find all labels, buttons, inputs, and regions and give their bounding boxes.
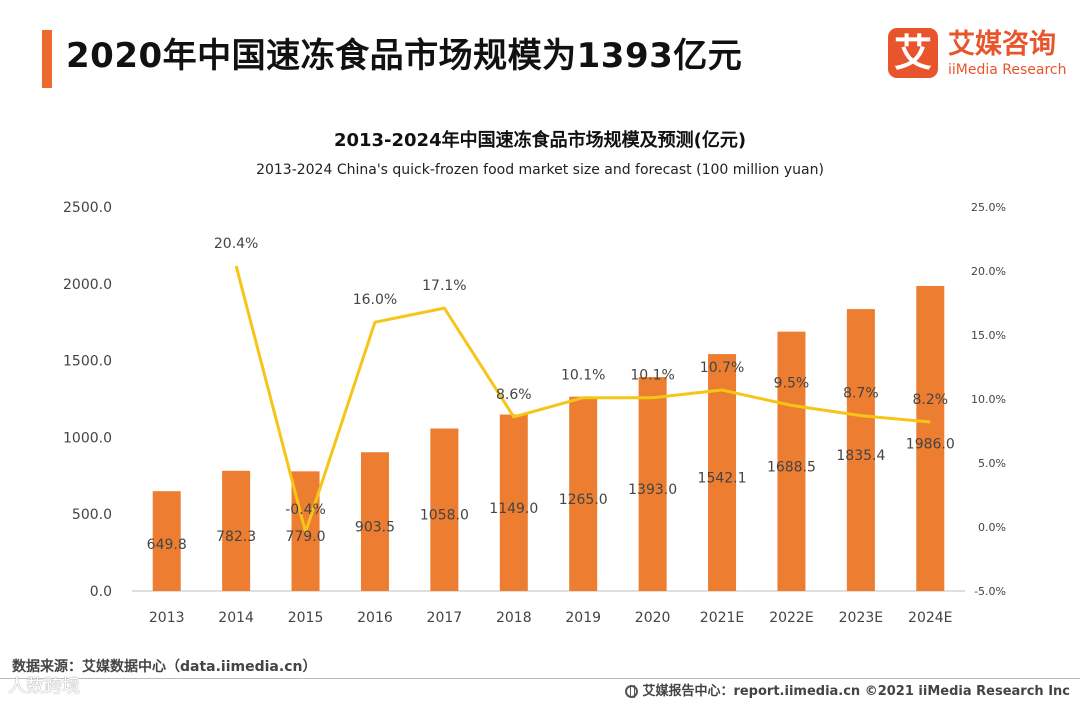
growth-rate-label: 10.1% xyxy=(561,368,605,384)
data-source: 数据来源：艾媒数据中心（data.iimedia.cn） xyxy=(12,659,317,675)
bar xyxy=(499,414,528,591)
watermark: 人数跨境 xyxy=(8,676,80,697)
y-right-tick-label: -5.0% xyxy=(974,585,1006,598)
title-accent-bar xyxy=(42,30,52,88)
growth-rate-label: -0.4% xyxy=(285,502,326,518)
growth-rate-label: 10.1% xyxy=(630,368,674,384)
footer-divider xyxy=(0,678,1080,679)
chart-subtitle: 2013-2024 China's quick-frozen food mark… xyxy=(256,162,824,178)
bar-value-label: 782.3 xyxy=(216,529,256,545)
x-tick-label: 2024E xyxy=(908,610,952,626)
bar xyxy=(777,331,806,591)
growth-rate-label: 9.5% xyxy=(774,375,810,391)
bar-value-label: 1986.0 xyxy=(906,436,955,452)
bar-value-label: 779.0 xyxy=(285,529,325,545)
bar-value-label: 1835.4 xyxy=(836,448,885,464)
x-tick-label: 2023E xyxy=(839,610,883,626)
x-tick-label: 2013 xyxy=(149,610,185,626)
y-right-tick-label: 0.0% xyxy=(978,521,1006,534)
x-tick-label: 2019 xyxy=(565,610,601,626)
y-left-tick-label: 1000.0 xyxy=(63,430,112,446)
growth-rate-label: 16.0% xyxy=(353,292,397,308)
growth-rate-label: 8.6% xyxy=(496,387,532,403)
growth-rate-label: 8.7% xyxy=(843,386,879,402)
x-tick-label: 2020 xyxy=(635,610,671,626)
bar-value-label: 1393.0 xyxy=(628,482,677,498)
bar-value-label: 1058.0 xyxy=(420,508,469,524)
bar xyxy=(569,396,598,591)
bar xyxy=(846,309,875,591)
chart-title: 2013-2024年中国速冻食品市场规模及预测(亿元) xyxy=(333,130,747,151)
y-left-tick-label: 2500.0 xyxy=(63,200,112,216)
bar-value-label: 1149.0 xyxy=(489,501,538,517)
logo-name-cn: 艾媒咨询 xyxy=(948,29,1056,60)
page-title: 2020年中国速冻食品市场规模为1393亿元 xyxy=(66,36,743,76)
growth-rate-line xyxy=(234,265,931,534)
report-center-credit: 艾媒报告中心：report.iimedia.cn ©2021 iiMedia R… xyxy=(625,680,1070,699)
bar-value-label: 649.8 xyxy=(147,537,187,553)
bar xyxy=(638,377,667,591)
y-right-tick-label: 20.0% xyxy=(971,265,1006,278)
y-left-tick-label: 2000.0 xyxy=(63,277,112,293)
x-tick-label: 2018 xyxy=(496,610,532,626)
y-left-tick-label: 0.0 xyxy=(90,584,112,600)
growth-rate-label: 10.7% xyxy=(700,360,744,376)
growth-rate-label: 20.4% xyxy=(214,236,258,252)
iimedia-logo: 艾 艾媒咨询 iiMedia Research xyxy=(888,28,1068,84)
growth-rate-label: 8.2% xyxy=(913,392,949,408)
logo-mark-icon: 艾 xyxy=(888,28,938,78)
bar-value-label: 1542.1 xyxy=(698,471,747,487)
bar xyxy=(360,452,389,591)
x-tick-label: 2015 xyxy=(288,610,324,626)
x-tick-label: 2016 xyxy=(357,610,393,626)
y-left-tick-label: 500.0 xyxy=(72,507,112,523)
y-right-tick-label: 25.0% xyxy=(971,201,1006,214)
bar xyxy=(152,491,181,591)
x-tick-label: 2017 xyxy=(427,610,463,626)
y-right-tick-label: 15.0% xyxy=(971,329,1006,342)
x-tick-label: 2014 xyxy=(218,610,254,626)
bar xyxy=(430,428,459,591)
logo-name-en: iiMedia Research xyxy=(948,62,1067,78)
bar-value-label: 903.5 xyxy=(355,520,395,536)
growth-rate-label: 17.1% xyxy=(422,278,466,294)
bar xyxy=(916,285,945,591)
report-center-text: 艾媒报告中心：report.iimedia.cn ©2021 iiMedia R… xyxy=(642,684,1070,699)
globe-icon xyxy=(625,685,639,698)
bar-value-label: 1688.5 xyxy=(767,459,816,475)
y-left-tick-label: 1500.0 xyxy=(63,354,112,370)
y-right-tick-label: 5.0% xyxy=(978,457,1006,470)
bar xyxy=(222,470,251,591)
x-tick-label: 2021E xyxy=(700,610,744,626)
x-tick-label: 2022E xyxy=(769,610,813,626)
bar-value-label: 1265.0 xyxy=(559,492,608,508)
y-right-tick-label: 10.0% xyxy=(971,393,1006,406)
